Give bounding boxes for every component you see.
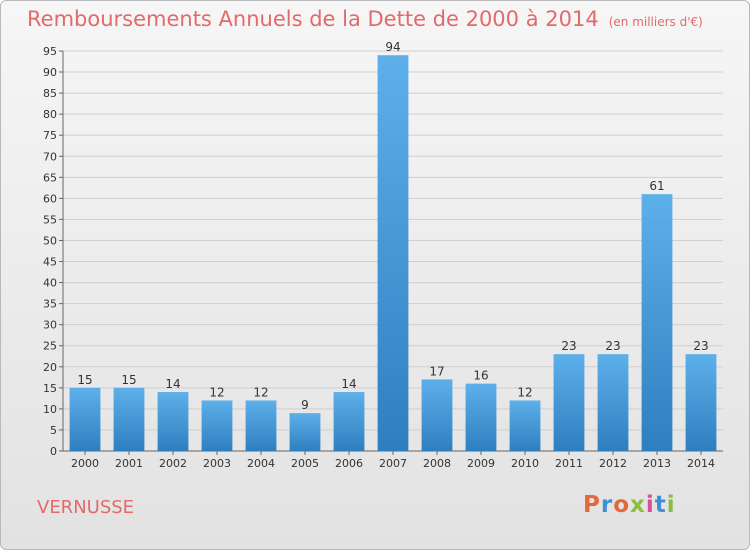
- y-tick-label: 85: [43, 87, 57, 100]
- y-tick-label: 65: [43, 171, 57, 184]
- bar: [245, 400, 277, 451]
- bar: [69, 387, 101, 451]
- x-tick-label: 2001: [115, 457, 143, 470]
- y-tick-label: 15: [43, 382, 57, 395]
- logo-letter: i: [645, 492, 655, 518]
- bar-value-label: 9: [301, 398, 309, 412]
- y-tick-label: 40: [43, 277, 57, 290]
- y-tick-label: 70: [43, 150, 57, 163]
- bar-value-label: 12: [253, 385, 268, 399]
- bar: [509, 400, 541, 451]
- logo-letter: i: [666, 492, 676, 518]
- x-tick-label: 2006: [335, 457, 363, 470]
- x-tick-label: 2000: [71, 457, 99, 470]
- bar: [597, 354, 629, 451]
- y-tick-label: 80: [43, 108, 57, 121]
- bar: [377, 55, 409, 452]
- bar-value-label: 12: [517, 385, 532, 399]
- bar: [289, 413, 321, 451]
- y-tick-label: 25: [43, 340, 57, 353]
- x-tick-label: 2005: [291, 457, 319, 470]
- x-tick-label: 2009: [467, 457, 495, 470]
- chart-unit: (en milliers d'€): [608, 15, 703, 29]
- bar-value-label: 94: [385, 40, 400, 54]
- y-tick-label: 55: [43, 213, 57, 226]
- y-tick-label: 45: [43, 256, 57, 269]
- bar-value-label: 23: [693, 339, 708, 353]
- bar: [685, 354, 717, 451]
- bar: [201, 400, 233, 451]
- y-tick-label: 10: [43, 403, 57, 416]
- logo-letter: t: [654, 492, 667, 518]
- bar-value-label: 14: [165, 377, 180, 391]
- y-tick-label: 90: [43, 66, 57, 79]
- y-tick-label: 20: [43, 361, 57, 374]
- x-tick-label: 2012: [599, 457, 627, 470]
- x-tick-label: 2007: [379, 457, 407, 470]
- bar-value-label: 16: [473, 369, 488, 383]
- y-tick-label: 30: [43, 319, 57, 332]
- y-tick-label: 60: [43, 192, 57, 205]
- x-tick-label: 2008: [423, 457, 451, 470]
- bar-value-label: 15: [77, 373, 92, 387]
- x-tick-label: 2014: [687, 457, 715, 470]
- logo-letter: o: [613, 492, 631, 518]
- x-tick-label: 2002: [159, 457, 187, 470]
- logo-letter: x: [630, 492, 646, 518]
- bar: [113, 387, 145, 451]
- x-tick-label: 2013: [643, 457, 671, 470]
- bar-value-label: 15: [121, 373, 136, 387]
- chart-title: Remboursements Annuels de la Dette de 20…: [27, 7, 599, 31]
- commune-name: VERNUSSE: [37, 497, 135, 518]
- logo-letter: r: [600, 492, 614, 518]
- bar-value-label: 17: [429, 364, 444, 378]
- bar: [333, 392, 365, 451]
- y-tick-label: 0: [50, 445, 57, 458]
- bar: [553, 354, 585, 451]
- x-tick-label: 2004: [247, 457, 275, 470]
- x-tick-label: 2010: [511, 457, 539, 470]
- bar: [157, 392, 189, 451]
- bar: [641, 194, 673, 451]
- bar-value-label: 23: [561, 339, 576, 353]
- y-tick-label: 5: [50, 424, 57, 437]
- y-tick-label: 50: [43, 234, 57, 247]
- bar-value-label: 23: [605, 339, 620, 353]
- chart-title-block: Remboursements Annuels de la Dette de 20…: [27, 7, 703, 31]
- bar: [421, 379, 453, 451]
- logo-letter: P: [583, 492, 601, 518]
- bar: [465, 383, 497, 451]
- bar-value-label: 61: [649, 179, 664, 193]
- y-tick-label: 95: [43, 45, 57, 58]
- x-tick-label: 2011: [555, 457, 583, 470]
- bar-value-label: 14: [341, 377, 356, 391]
- proxiti-logo: Proxiti: [583, 492, 676, 518]
- y-tick-label: 35: [43, 298, 57, 311]
- x-tick-label: 2003: [203, 457, 231, 470]
- bar-value-label: 12: [209, 385, 224, 399]
- y-tick-label: 75: [43, 129, 57, 142]
